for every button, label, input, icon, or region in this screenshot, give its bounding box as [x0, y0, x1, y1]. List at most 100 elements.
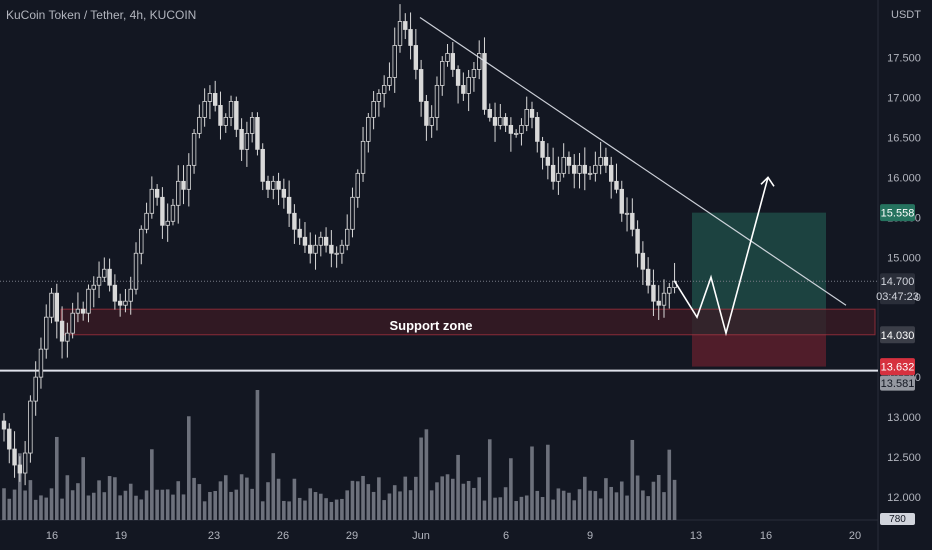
volume-bar: [414, 476, 418, 520]
volume-bar: [477, 477, 481, 520]
volume-bar: [139, 499, 144, 520]
candle-body: [461, 85, 466, 94]
candle-body: [630, 212, 635, 230]
candle-body: [408, 29, 413, 46]
volume-bar: [498, 497, 503, 520]
volume-bar: [208, 491, 212, 520]
candle-body: [44, 316, 49, 350]
candle-body: [529, 109, 535, 118]
volume-bar: [266, 482, 270, 520]
x-tick-label: 16: [46, 530, 58, 542]
candle-body: [59, 320, 65, 342]
candle-body: [656, 300, 661, 306]
volume-bar: [18, 453, 22, 520]
volume-bar: [588, 490, 592, 520]
volume-bar: [39, 495, 43, 520]
volume-bar: [672, 479, 677, 520]
current-price-tag: 14.700 03:47:23: [876, 273, 919, 305]
volume-bar: [202, 501, 207, 520]
volume-bar: [530, 446, 534, 520]
candle-body: [292, 212, 297, 230]
candle-body: [228, 101, 234, 118]
volume-bar: [313, 492, 318, 520]
candle-body: [308, 244, 313, 254]
candle-body: [593, 164, 598, 174]
x-tick-label: 13: [690, 530, 702, 542]
candle-body: [160, 196, 165, 226]
candle-body: [619, 188, 624, 214]
y-tick-label: 16.500: [887, 132, 921, 144]
volume-bar: [609, 486, 613, 520]
volume-bar: [535, 490, 540, 520]
volume-bar: [181, 494, 186, 520]
volume-bar: [561, 490, 566, 520]
volume-bar: [287, 501, 291, 520]
candle-body: [397, 21, 403, 46]
candle-body: [212, 93, 218, 106]
candle-body: [429, 116, 434, 126]
projected-arrow-head: [760, 176, 775, 187]
volume-bar: [524, 495, 529, 520]
volume-bar: [271, 453, 276, 520]
candle-body: [550, 164, 556, 182]
volume-bar: [144, 490, 149, 520]
volume-bar: [366, 484, 371, 520]
candle-body: [70, 312, 75, 334]
volume-bar: [70, 490, 75, 520]
candle-body: [112, 284, 118, 302]
volume-bar: [482, 500, 487, 520]
candle-body: [577, 164, 582, 174]
volume-bar: [7, 498, 12, 520]
candle-body: [376, 93, 382, 102]
candle-body: [503, 116, 508, 126]
volume-bar: [260, 501, 265, 520]
candle-body: [482, 53, 487, 110]
symbol-legend[interactable]: KuCoin Token / Tether, 4h, KUCOIN: [6, 8, 197, 22]
volume-bar: [493, 497, 497, 520]
volume-bar: [429, 490, 434, 520]
candle-body: [661, 292, 667, 306]
candle-body: [572, 164, 577, 174]
volume-bar: [519, 496, 524, 520]
volume-bar: [371, 491, 376, 520]
volume-bar: [635, 475, 640, 520]
volume-bar: [91, 492, 96, 520]
volume-bar: [245, 477, 249, 520]
volume-tag-box: [880, 513, 915, 525]
x-tick-label: 20: [849, 530, 861, 542]
volume-bar: [382, 500, 386, 520]
volume-bar: [440, 476, 445, 520]
volume-bar: [297, 497, 302, 520]
horizontal-line-tag-box: [880, 375, 915, 391]
volume-bar: [583, 476, 587, 520]
candle-body: [54, 292, 59, 322]
volume-bar: [223, 475, 228, 520]
candle-body: [492, 116, 498, 126]
candle-body: [191, 132, 197, 166]
candle-body: [635, 228, 640, 254]
axis-unit-label: USDT: [891, 9, 921, 21]
candle-body: [170, 204, 176, 222]
current-price-text: 14.700: [881, 276, 915, 288]
volume-bar: [514, 501, 518, 520]
volume-bar: [403, 476, 408, 520]
candle-body: [260, 148, 265, 182]
candle-body: [513, 132, 519, 135]
entry-price-tag-text: 14.030: [881, 330, 915, 342]
candle-body: [450, 53, 455, 70]
candle-body: [587, 172, 593, 175]
candle-body: [624, 212, 630, 215]
volume-bar: [461, 483, 466, 520]
candle-body: [128, 288, 133, 302]
volume-bar: [445, 474, 450, 520]
candle-body: [434, 85, 440, 118]
volume-bar: [329, 501, 334, 520]
horizontal-line-tag: 13.581: [880, 375, 915, 391]
candle-body: [355, 172, 360, 198]
volume-bar: [456, 454, 460, 520]
entry-price-tag-box: [880, 326, 915, 344]
candle-body: [350, 196, 355, 230]
candle-body: [381, 85, 387, 94]
candle-body: [144, 212, 149, 230]
candle-body: [403, 21, 408, 30]
